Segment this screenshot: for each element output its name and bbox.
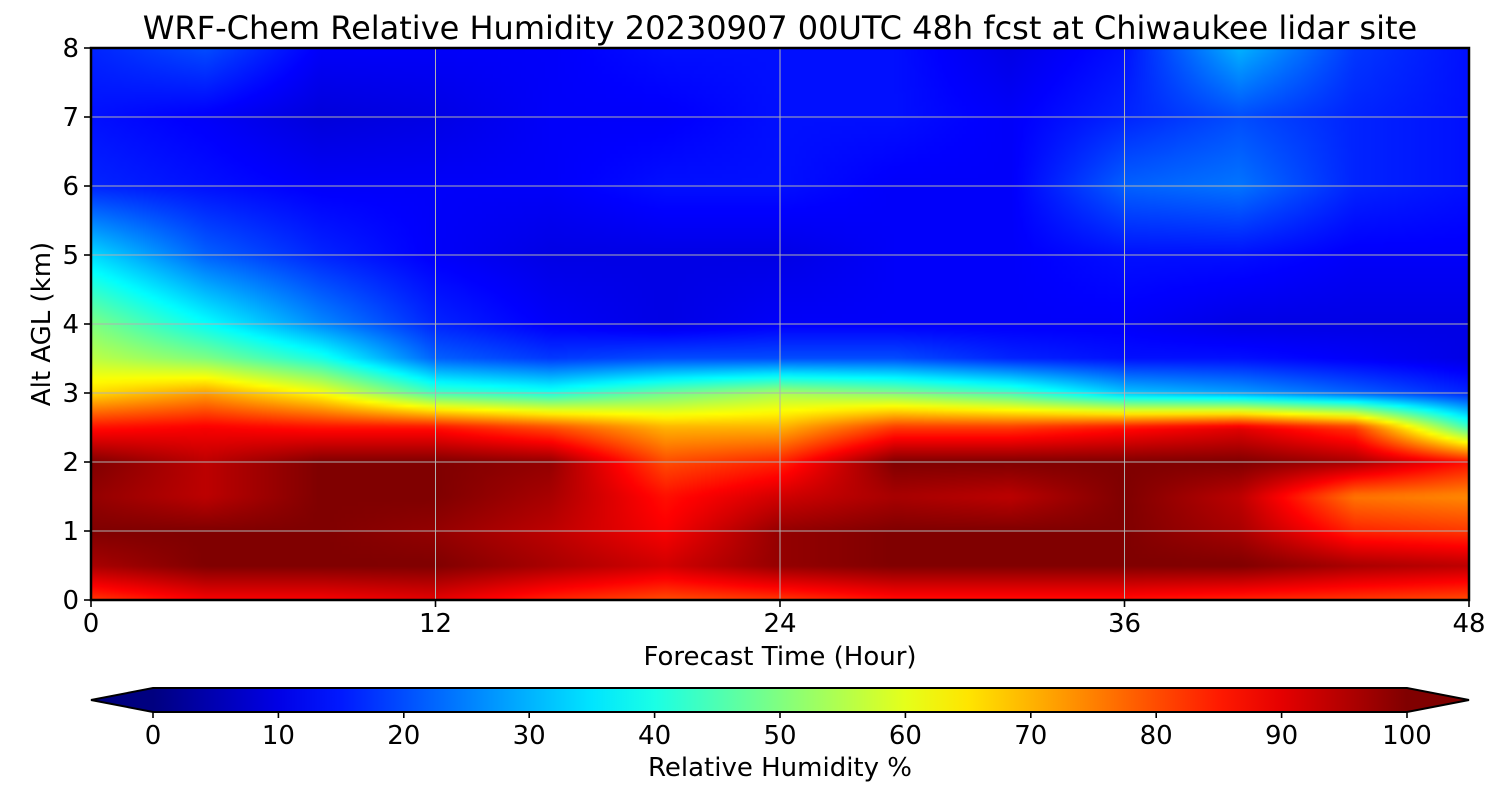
x-tick-label: 12	[419, 609, 452, 639]
grid	[91, 48, 1469, 600]
colorbar-tick-label: 60	[889, 721, 922, 751]
y-tick-label: 2	[62, 448, 79, 478]
y-tick-label: 0	[62, 586, 79, 616]
colorbar-tick-label: 80	[1140, 721, 1173, 751]
y-tick-label: 7	[62, 103, 79, 133]
y-tick-label: 3	[62, 379, 79, 409]
colorbar-ticks: 0 10 20 30 40 50 60 70 80 90 100	[145, 712, 1432, 751]
colorbar-low-extension	[91, 688, 153, 712]
colorbar-tick-label: 0	[145, 721, 162, 751]
colorbar-tick-label: 30	[513, 721, 546, 751]
colorbar-high-extension	[1407, 688, 1469, 712]
y-tick-label: 1	[62, 517, 79, 547]
colorbar-tick-label: 10	[262, 721, 295, 751]
x-axis: 0 12 24 36 48	[83, 600, 1486, 639]
colorbar: 0 10 20 30 40 50 60 70 80 90 100 Relative Humidity…	[90, 687, 1470, 783]
x-tick-label: 24	[763, 609, 796, 639]
colorbar-bar	[153, 688, 1407, 712]
colorbar-tick-label: 40	[638, 721, 671, 751]
plot-area	[89, 46, 1471, 602]
colorbar-label: Relative Humidity %	[648, 753, 912, 783]
y-tick-label: 8	[62, 34, 79, 64]
y-tick-label: 6	[62, 172, 79, 202]
colorbar-tick-label: 90	[1265, 721, 1298, 751]
x-tick-label: 0	[83, 609, 100, 639]
y-axis: 0 1 2 3 4 5 6 7 8	[62, 34, 91, 616]
y-tick-label: 5	[62, 241, 79, 271]
x-axis-label: Forecast Time (Hour)	[643, 642, 916, 672]
y-axis-label: Alt AGL (km)	[27, 242, 57, 406]
colorbar-tick-label: 70	[1014, 721, 1047, 751]
colorbar-tick-label: 20	[387, 721, 420, 751]
colorbar-tick-label: 100	[1382, 721, 1432, 751]
y-tick-label: 4	[62, 310, 79, 340]
chart-title: WRF-Chem Relative Humidity 20230907 00UT…	[143, 9, 1417, 47]
colorbar-tick-label: 50	[763, 721, 796, 751]
x-tick-label: 48	[1452, 609, 1485, 639]
x-tick-label: 36	[1108, 609, 1141, 639]
